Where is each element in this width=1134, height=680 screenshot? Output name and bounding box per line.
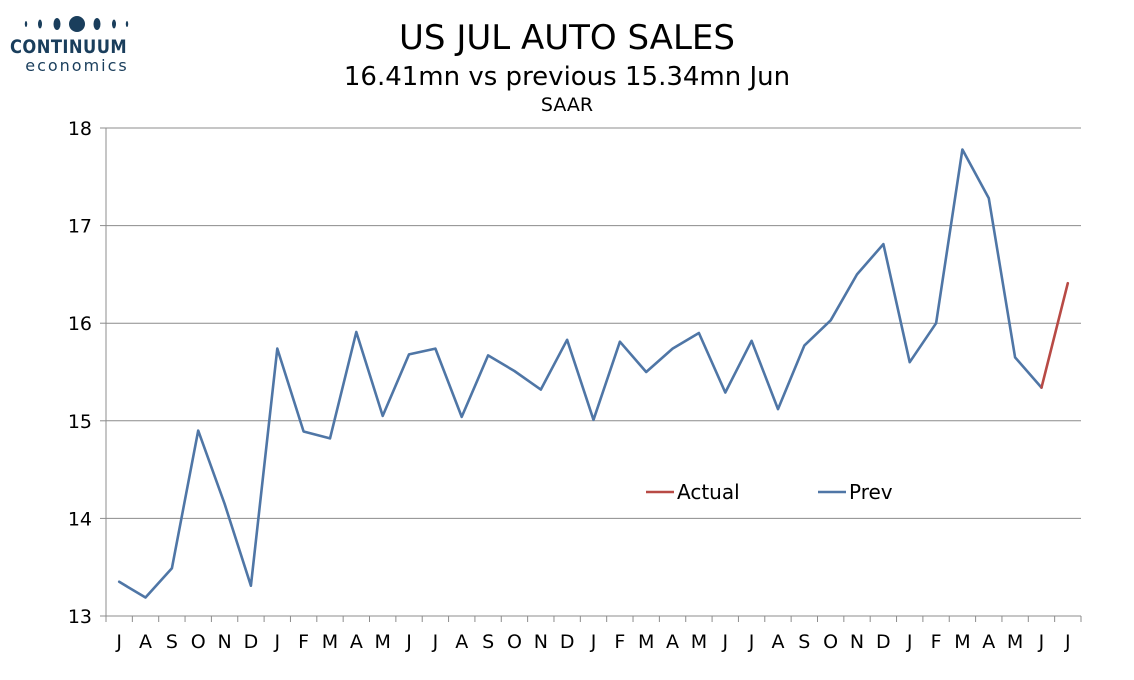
x-tick-label: J [1064,631,1071,653]
chart-subtitle-2: SAAR [540,94,594,116]
x-tick-label: M [374,631,390,653]
x-tick-label: N [217,631,231,653]
x-tick-label: J [906,631,913,653]
x-tick-label: A [455,631,468,653]
legend: Actual Prev [646,480,893,504]
x-tick-label: F [931,631,942,653]
series-line-actual [1040,281,1070,389]
x-tick-label: N [534,631,548,653]
y-axis-ticks: 13 14 15 16 17 18 [68,118,92,628]
y-tick-label: 15 [68,411,92,433]
chart-subtitle: 16.41mn vs previous 15.34mn Jun [343,62,791,92]
x-tick-label: A [771,631,784,653]
y-tick-label: 13 [68,606,92,628]
x-tick-label: O [507,631,522,653]
x-tick-label: A [139,631,152,653]
x-tick-label: A [350,631,363,653]
x-tick-label: O [823,631,838,653]
chart-title: US JUL AUTO SALES [399,18,735,58]
x-tick-label: S [798,631,810,653]
x-tick-label: J [405,631,412,653]
x-tick-label: D [560,631,575,653]
x-tick-label: J [115,631,122,653]
logo-brand-text: CONTINUUM [10,36,128,58]
y-tick-label: 16 [68,313,92,335]
x-tick-label: M [691,631,707,653]
series-lines [117,148,1070,599]
grid-lines [100,127,1081,617]
y-tick-label: 18 [68,118,92,140]
brand-logo: CONTINUUM economics [10,14,134,78]
x-tick-label: F [298,631,309,653]
x-tick-label: J [432,631,439,653]
x-tick-label: S [166,631,178,653]
legend-label-actual: Actual [677,480,740,504]
x-tick-label: M [638,631,654,653]
x-tick-label: N [850,631,864,653]
x-tick-label: F [614,631,625,653]
x-tick-label: A [666,631,679,653]
x-tick-label: O [191,631,206,653]
axes [105,128,1081,617]
logo-sub-text: economics [25,56,129,75]
series-line-prev [117,148,1043,599]
x-tick-label: M [1007,631,1023,653]
x-tick-label: M [322,631,338,653]
x-tick-label: M [954,631,970,653]
legend-label-prev: Prev [849,480,893,504]
x-tick-label: J [748,631,755,653]
x-tick-label: D [876,631,891,653]
x-tick-label: J [721,631,728,653]
x-tick-label: J [273,631,280,653]
y-tick-label: 17 [68,216,92,238]
x-tick-label: J [1038,631,1045,653]
x-tick-label: J [590,631,597,653]
x-tick-label: D [244,631,259,653]
logo-dots-icon [24,16,129,32]
x-tick-label: A [982,631,995,653]
y-tick-label: 14 [68,508,92,530]
x-tick-label: S [482,631,494,653]
